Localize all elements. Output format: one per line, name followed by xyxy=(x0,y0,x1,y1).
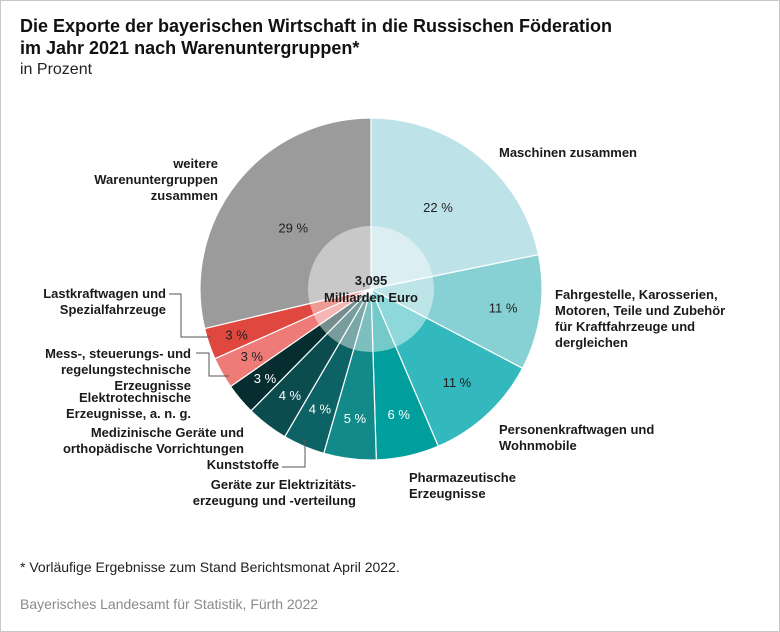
category-label-4-line-1: Pharmazeutische xyxy=(409,470,516,485)
category-label-9-line-2: regelungstechnische xyxy=(61,362,191,377)
category-label-8-line-2: Erzeugnisse, a. n. g. xyxy=(66,406,191,421)
category-label-2-line-1: Fahrgestelle, Karosserien, xyxy=(555,287,718,302)
category-label-7: Medizinische Geräte und orthopädische Vor… xyxy=(63,425,244,456)
category-label-3-line-2: Wohnmobile xyxy=(499,438,577,453)
center-label-line-1: 3,095 xyxy=(355,273,388,288)
slice-value-label-9: 3 % xyxy=(241,349,264,364)
slice-value-label-2: 11 % xyxy=(489,301,518,316)
category-label-1: Maschinen zusammen xyxy=(499,145,637,160)
category-label-1-line-1: Maschinen zusammen xyxy=(499,145,637,160)
leader-line-10 xyxy=(169,293,211,338)
category-label-7-line-1: Medizinische Geräte und xyxy=(91,425,244,440)
category-label-6: Kunststoffe xyxy=(207,457,279,472)
category-label-7-line-2: orthopädische Vorrichtungen xyxy=(63,441,244,456)
pie-slice-11 xyxy=(199,117,372,330)
category-label-5-line-1: Geräte zur Elektrizitäts- xyxy=(211,477,356,492)
category-label-11-line-1: weitere xyxy=(172,156,218,171)
category-label-4-line-2: Erzeugnisse xyxy=(409,486,486,501)
category-label-9: Mess-, steuerungs- und regelungstechnisch… xyxy=(45,346,191,393)
category-label-9-line-1: Mess-, steuerungs- und xyxy=(45,346,191,361)
category-label-2-line-4: dergleichen xyxy=(555,335,628,350)
category-label-8: Elektrotechnische Erzeugnisse, a. n. g. xyxy=(66,390,191,421)
slice-value-label-4: 6 % xyxy=(387,407,410,422)
pie-slice-3 xyxy=(369,287,524,447)
chart-title-line-2: im Jahr 2021 nach Warenuntergruppen* xyxy=(20,38,360,58)
category-label-10-line-2: Spezialfahrzeuge xyxy=(60,302,166,317)
category-label-2-line-3: für Kraftfahrzeuge und xyxy=(555,319,695,334)
pie-slice-2 xyxy=(369,253,543,370)
category-label-11-line-3: zusammen xyxy=(151,188,218,203)
category-label-2: Fahrgestelle, Karosserien, Motoren, Teile… xyxy=(555,287,725,350)
slice-value-label-6: 4 % xyxy=(309,402,332,417)
category-label-6-line-1: Kunststoffe xyxy=(207,457,279,472)
slice-value-label-10: 3 % xyxy=(225,328,248,343)
slice-value-label-5: 5 % xyxy=(344,411,367,426)
slice-value-label-1: 22 % xyxy=(423,200,453,215)
source-note: Bayerisches Landesamt für Statistik, Für… xyxy=(20,596,319,612)
category-label-5: Geräte zur Elektrizitäts-erzeugung und -… xyxy=(193,477,356,508)
category-label-8-line-1: Elektrotechnische xyxy=(79,390,191,405)
center-disc xyxy=(308,226,434,352)
category-label-3-line-1: Personenkraftwagen und xyxy=(499,422,654,437)
slice-value-label-8: 3 % xyxy=(254,371,277,386)
chart-title: Die Exporte der bayerischen Wirtschaft i… xyxy=(20,15,760,59)
pie-chart: 22 %11 %11 %6 %5 %4 %4 %3 %3 %3 %29 %3,0… xyxy=(43,117,725,508)
category-label-2-line-2: Motoren, Teile und Zubehör xyxy=(555,303,725,318)
chart-title-line-1: Die Exporte der bayerischen Wirtschaft i… xyxy=(20,16,612,36)
pie-slice-1 xyxy=(370,117,540,290)
category-label-9-line-3: Erzeugnisse xyxy=(114,378,191,393)
category-label-11: weitere Warenuntergruppen zusammen xyxy=(94,156,218,203)
slice-value-label-11: 29 % xyxy=(278,221,308,236)
category-label-10: Lastkraftwagen und Spezialfahrzeuge xyxy=(43,286,166,317)
chart-subtitle: in Prozent xyxy=(20,61,93,78)
category-label-5-line-2: erzeugung und -verteilung xyxy=(193,493,356,508)
category-label-3: Personenkraftwagen und Wohnmobile xyxy=(499,422,654,453)
slice-value-label-7: 4 % xyxy=(279,388,302,403)
category-label-10-line-1: Lastkraftwagen und xyxy=(43,286,166,301)
category-label-11-line-2: Warenuntergruppen xyxy=(94,172,218,187)
slice-value-label-3: 11 % xyxy=(443,375,472,390)
leader-line-9 xyxy=(196,352,229,377)
footnote: * Vorläufige Ergebnisse zum Stand Berich… xyxy=(20,559,400,575)
center-label-line-2: Milliarden Euro xyxy=(324,290,418,305)
category-label-4: Pharmazeutische Erzeugnisse xyxy=(409,470,516,501)
leader-line-6 xyxy=(282,438,306,468)
